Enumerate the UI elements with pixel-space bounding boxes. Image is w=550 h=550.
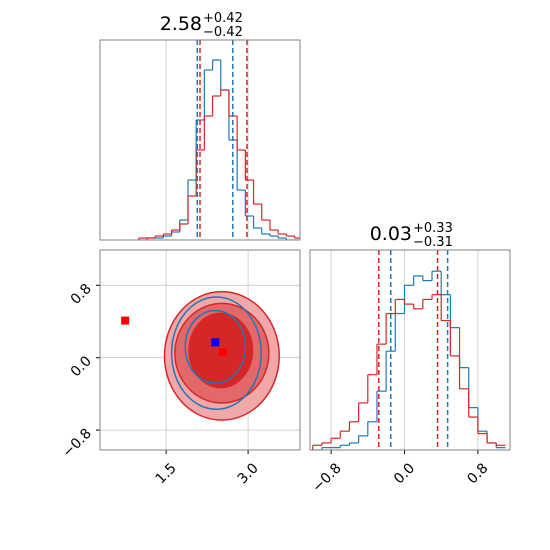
- title-upper: +0.33: [413, 221, 453, 236]
- plot-area: [312, 250, 506, 450]
- contour-level: [184, 309, 247, 384]
- y-tick-label: −0.8: [59, 426, 94, 461]
- marker: [218, 348, 227, 357]
- x-tick-label: 0.0: [391, 460, 418, 487]
- y-tick-label: 0.0: [68, 353, 95, 380]
- title-lower: −0.42: [203, 25, 243, 40]
- marker: [211, 338, 220, 347]
- x-tick-label: 0.8: [464, 460, 491, 487]
- panel-frame: [99, 249, 301, 451]
- title-lower: −0.31: [413, 235, 453, 250]
- plot-area: [121, 290, 280, 421]
- y-tick-label: 0.8: [68, 281, 95, 308]
- marker: [121, 316, 130, 325]
- panel-frame: [309, 249, 511, 451]
- contour-level: [170, 296, 262, 411]
- x-tick-label: 1.5: [153, 460, 180, 487]
- plot-area: [138, 40, 300, 240]
- x-tick-label: 3.0: [235, 460, 262, 487]
- title-upper: +0.42: [203, 11, 243, 26]
- x-tick-label: −0.8: [309, 460, 344, 495]
- title-value: 0.03: [370, 223, 412, 245]
- title-value: 2.58: [160, 13, 202, 35]
- panel-frame: [99, 39, 301, 241]
